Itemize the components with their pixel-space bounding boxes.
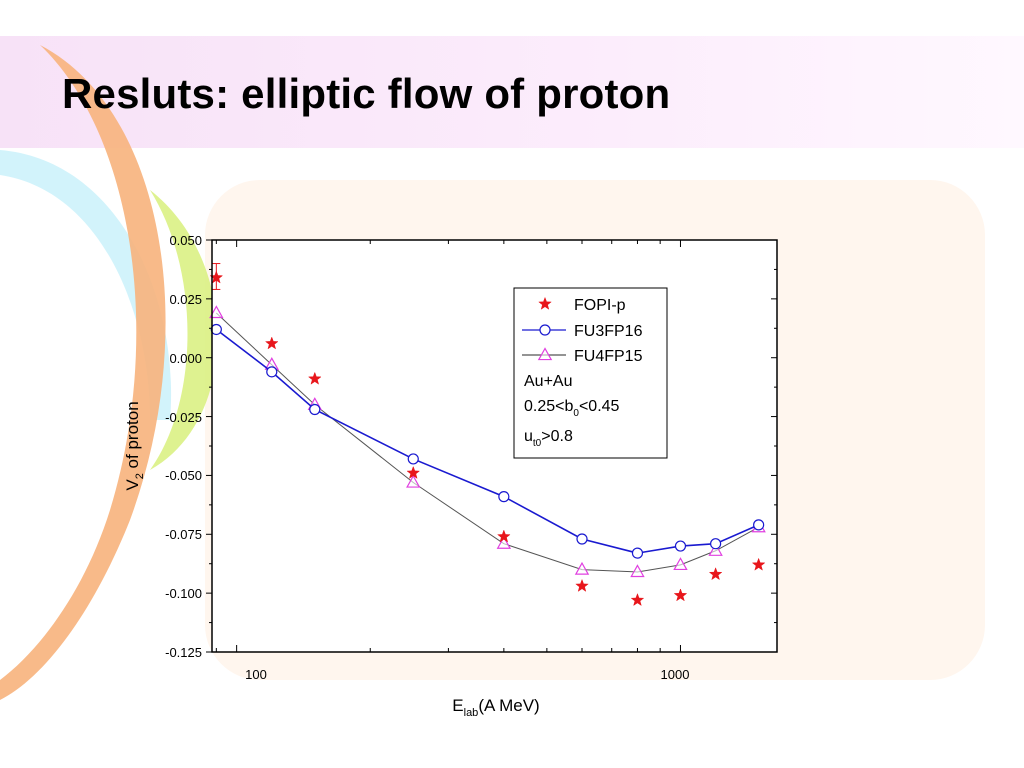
y-tick-label--0.025: -0.025: [165, 410, 202, 425]
data-point-fu4fp15: [708, 543, 723, 556]
x-axis-title-sub: lab: [464, 707, 479, 719]
data-point-fopi-p: [406, 465, 421, 479]
y-tick-label--0.050: -0.050: [165, 468, 202, 483]
legend-marker-fopi-p: [538, 296, 552, 310]
x-tick-label-100: 100: [245, 667, 267, 682]
y-tick-label--0.100: -0.100: [165, 586, 202, 601]
plot-frame: [211, 239, 778, 653]
data-point-fu3fp16: [631, 547, 644, 559]
legend-label-fu4fp15: FU4FP15: [574, 348, 643, 365]
y-axis-title-sub: 2: [134, 473, 146, 479]
data-point-fopi-p: [307, 371, 322, 385]
annotation-b-suffix: <0.45: [579, 398, 620, 415]
data-point-fopi-p: [575, 578, 589, 592]
data-point-fu4fp15: [406, 474, 421, 488]
data-point-fu3fp16: [576, 533, 588, 545]
legend-marker-fu4fp15: [537, 347, 553, 361]
data-point-fu3fp16: [309, 403, 321, 416]
data-point-fu4fp15: [209, 305, 224, 319]
data-point-fopi-p: [264, 336, 279, 350]
slide-title: Resluts: elliptic flow of proton: [62, 70, 671, 117]
y-axis-title-tail: of proton: [123, 401, 142, 473]
annotation-u-suffix: >0.8: [541, 428, 573, 445]
y-tick-label-0.000: 0.000: [169, 351, 202, 366]
decorative-green-arc: [150, 190, 218, 470]
decorative-orange-arc: [0, 45, 166, 700]
series-line-fu4fp15: [215, 312, 759, 573]
data-point-fu3fp16: [753, 519, 765, 531]
annotation-b-sub: 0: [573, 408, 579, 419]
x-axis-title: Elab(A MeV): [452, 696, 539, 719]
data-point-fopi-p: [708, 567, 723, 581]
data-point-fu3fp16: [210, 323, 222, 336]
data-point-fu3fp16: [407, 453, 419, 465]
y-axis-title-main: V: [123, 479, 142, 491]
data-point-fu4fp15: [496, 535, 512, 549]
data-point-fopi-p: [496, 529, 511, 543]
data-point-fopi-p: [673, 588, 688, 602]
legend-marker-fu3fp16: [539, 324, 551, 336]
annotation-system: Au+Au: [524, 373, 572, 390]
data-point-fu3fp16: [710, 538, 722, 550]
y-tick-label--0.125: -0.125: [165, 645, 202, 660]
data-point-fu3fp16: [498, 491, 510, 503]
y-tick-label--0.075: -0.075: [165, 527, 202, 542]
legend-box: [513, 287, 668, 459]
annotation-u-prefix: u: [524, 428, 533, 445]
annotation-ut0: ut0>0.8: [524, 428, 573, 449]
data-point-fu4fp15: [673, 557, 688, 571]
legend-label-fopi: FOPI-p: [574, 297, 626, 314]
data-point-fu3fp16: [266, 366, 278, 378]
annotation-b-prefix: 0.25<b: [524, 398, 573, 415]
title-banner: [0, 36, 1024, 148]
data-point-fopi-p: [630, 592, 645, 607]
data-point-fu4fp15: [630, 564, 645, 578]
legend-label-fu3fp16: FU3FP16: [574, 323, 643, 340]
legend-markers: [522, 296, 566, 361]
x-tick-label-1000: 1000: [661, 667, 690, 682]
data-point-fu4fp15: [574, 561, 590, 575]
y-tick-label-0.050: 0.050: [169, 233, 202, 248]
series-line-fu3fp16: [215, 328, 759, 554]
data-point-fu3fp16: [674, 540, 687, 552]
annotation-impact-parameter: 0.25<b0<0.45: [524, 398, 620, 419]
x-axis-title-tail: (A MeV): [478, 696, 539, 715]
annotation-u-sub: t0: [533, 438, 542, 449]
plot-area: [212, 240, 777, 652]
y-tick-label-0.025: 0.025: [169, 292, 202, 307]
x-axis-title-main: E: [452, 696, 463, 715]
legend: FOPI-p FU3FP16 FU4FP15 Au+Au 0.25<b0<0.4…: [513, 287, 668, 459]
series-layer: [209, 263, 766, 607]
y-axis-title: V2 of proton: [123, 401, 146, 490]
data-point-fopi-p: [751, 557, 766, 571]
